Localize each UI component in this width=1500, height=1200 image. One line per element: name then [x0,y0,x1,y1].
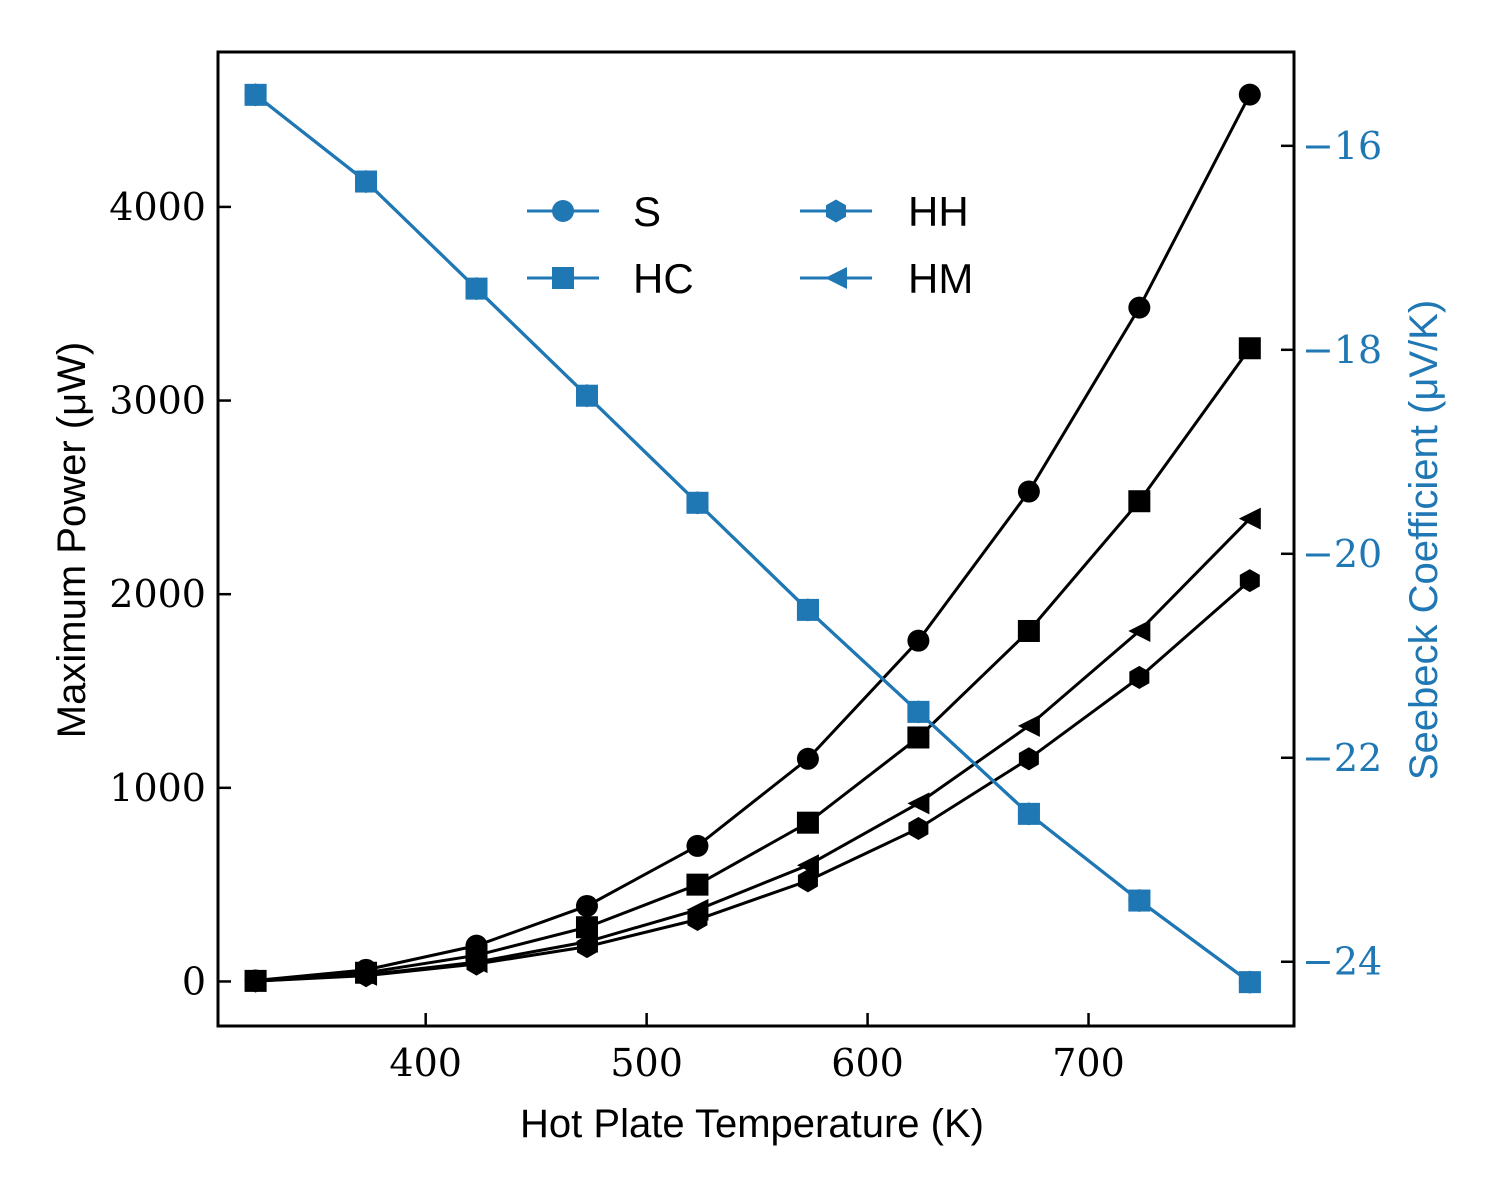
power-point-S [686,834,709,857]
seebeck-point-HM [355,170,378,193]
seebeck-series-HM [244,83,1261,994]
power-point-S [1238,83,1261,106]
power-point-HM [244,970,267,993]
power-line-S [255,93,1252,982]
y-left-tick-label: 0 [182,959,206,1003]
series-layer [244,83,1261,994]
power-point-HC [1017,619,1040,642]
power-point-HM [575,930,598,953]
power-point-HH [1018,747,1039,771]
power-point-S [796,747,819,770]
y-right-tick-label: −24 [1302,940,1382,984]
plot-frame [216,50,1296,1028]
power-point-HH [1129,665,1150,689]
y-right-tick-label: −16 [1302,124,1382,168]
power-point-HC [1238,337,1261,360]
seebeck-point-HM [1017,802,1040,825]
seebeck-point-HM [796,598,819,621]
power-point-HM [796,854,819,877]
legend-marker-HH [826,199,846,223]
x-tick-label: 400 [389,1041,462,1085]
x-tick-label: 700 [1052,1041,1125,1085]
seebeck-point-HM [465,277,488,300]
power-point-HC [686,873,709,896]
legend-entry-HC: HC [527,255,694,302]
legend-marker-S [552,200,574,222]
power-point-HH [797,869,818,893]
power-point-HC [907,726,930,749]
power-point-S [1017,480,1040,503]
power-point-HC [796,811,819,834]
power-point-HM [1128,619,1151,642]
ticks-layer: 400 500 600 700 0 1000 2000 3000 4000 −16 −18 −20 −2… [109,124,1382,1085]
x-axis-title: Hot Plate Temperature (K) [520,1102,984,1146]
seebeck-point-HM [1238,971,1261,994]
seebeck-point-HM [907,700,930,723]
x-tick-label: 600 [831,1041,904,1085]
power-point-HM [355,963,378,986]
power-point-HM [465,951,488,974]
legend-label: S [633,188,661,235]
y-axis-left-title: Maximum Power (μW) [50,342,94,738]
legend-entry-HH: HH [800,188,969,235]
legend: S HC HH HM [527,188,973,302]
power-point-HH [908,816,929,841]
power-point-HH [1239,569,1260,593]
legend-label: HC [633,255,694,302]
y-right-tick-label: −20 [1302,532,1382,576]
power-point-S [907,629,930,652]
legend-label: HM [908,255,973,302]
seebeck-point-HM [575,384,598,407]
y-left-tick-label: 3000 [109,379,206,423]
y-left-tick-label: 1000 [109,766,206,810]
x-tick-label: 500 [610,1041,683,1085]
power-line-HM [255,517,1251,983]
power-point-HM [1017,714,1040,737]
legend-marker-HM [825,267,847,289]
legend-entry-HM: HM [800,255,973,302]
power-point-HC [575,916,598,939]
power-line-HC [255,347,1252,983]
seebeck-point-HM [686,491,709,514]
y-left-tick-label: 4000 [109,185,206,229]
y-right-tick-label: −18 [1302,328,1382,372]
legend-entry-S: S [527,188,661,235]
y-axis-right-title: Seebeck Coefficient (μV/K) [1402,300,1446,780]
power-point-S [575,894,598,917]
power-point-HM [686,898,709,921]
power-point-HM [907,792,930,815]
y-right-tick-label: −22 [1302,736,1382,780]
legend-label: HH [908,188,969,235]
power-point-HC [1128,490,1151,513]
power-series-HM [244,507,1261,993]
seebeck-line-HM [254,93,1251,984]
legend-marker-HC [552,267,574,289]
seebeck-point-HM [244,83,267,106]
seebeck-point-HM [1128,889,1151,912]
power-point-HM [1238,507,1261,530]
power-series-S [244,83,1261,992]
power-point-S [1128,296,1151,319]
y-left-tick-label: 2000 [109,572,206,616]
